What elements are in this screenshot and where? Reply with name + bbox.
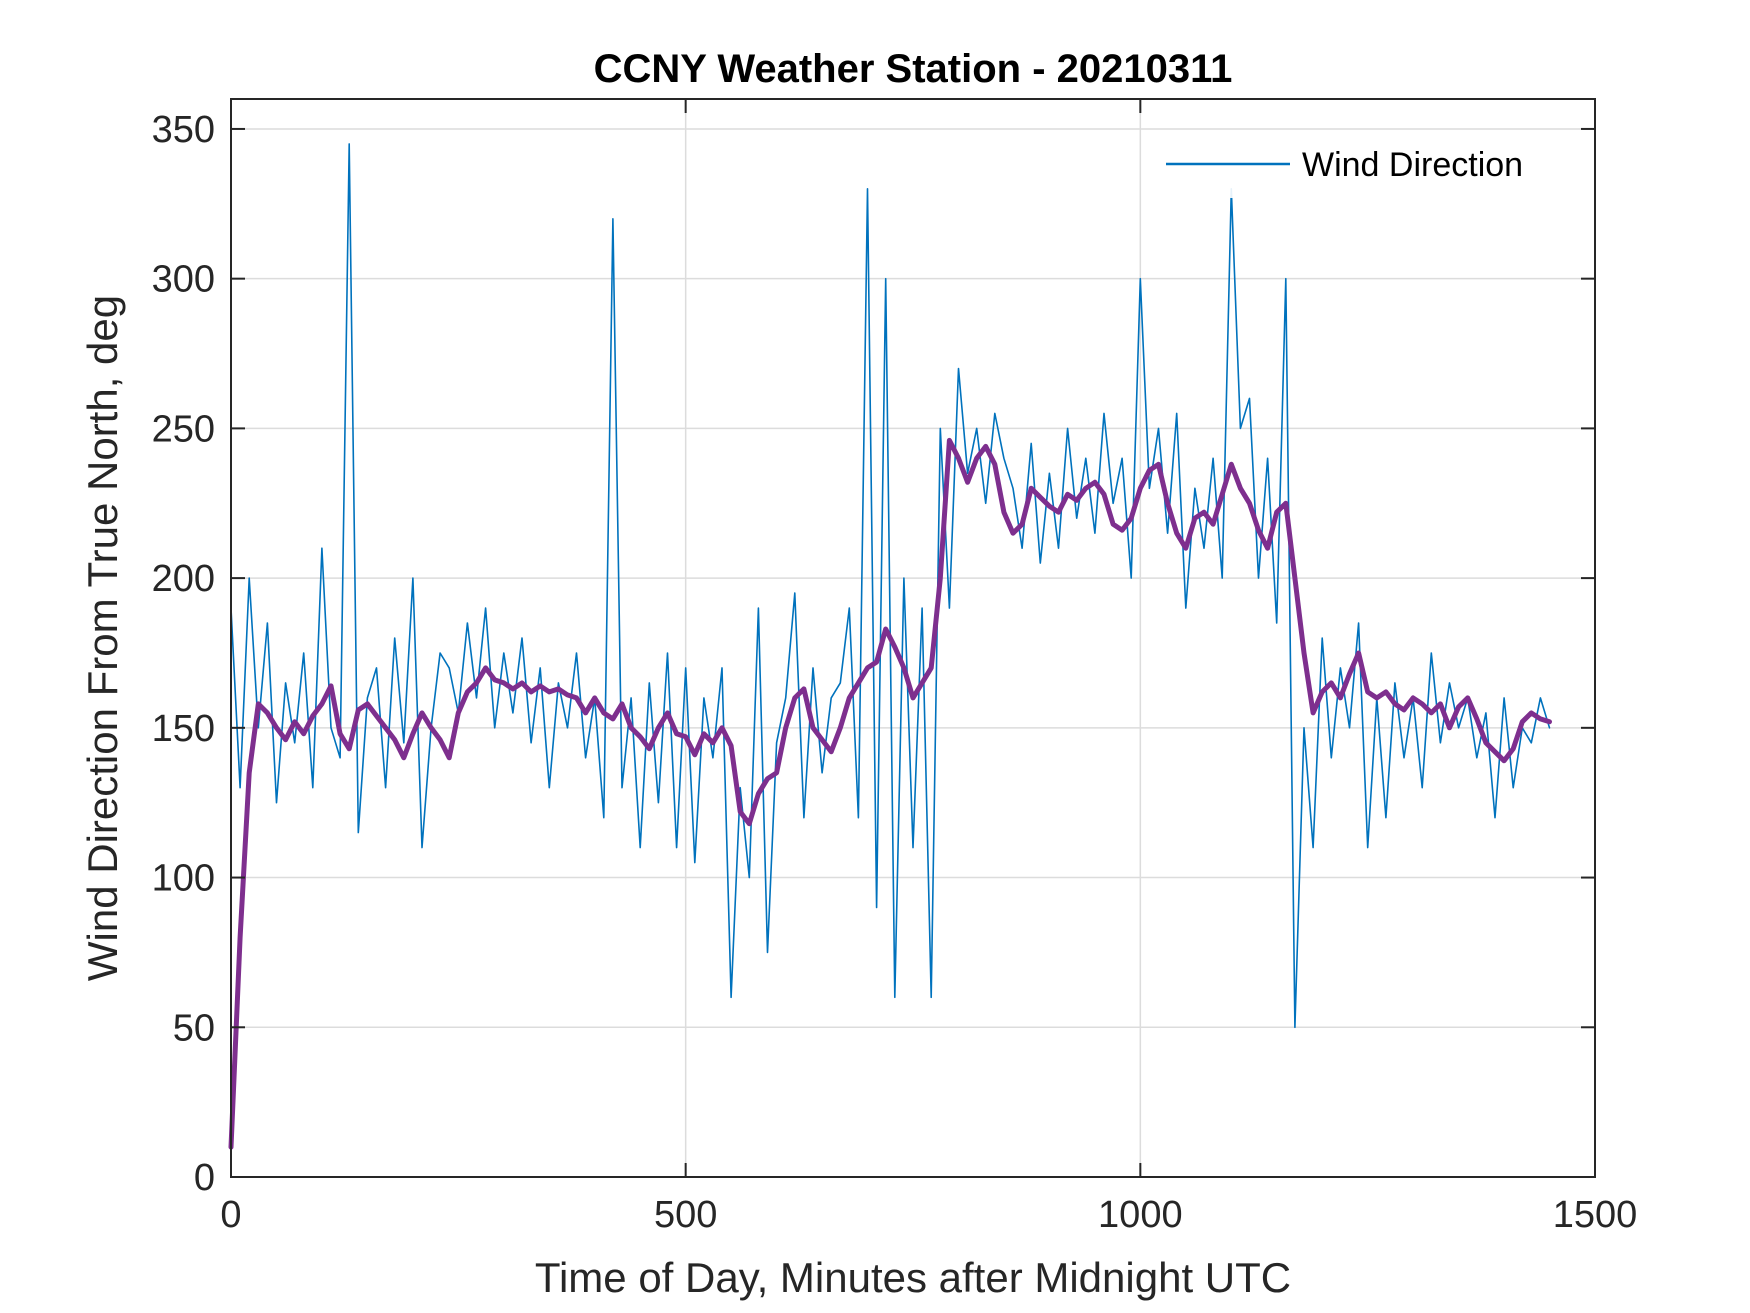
legend-label-wind-direction: Wind Direction — [1302, 146, 1523, 184]
x-axis-label: Time of Day, Minutes after Midnight UTC — [535, 1254, 1291, 1301]
chart-title: CCNY Weather Station - 20210311 — [594, 47, 1233, 91]
tick-labels: 0 500 1000 1500 0 50 100 150 200 250 300 350 — [152, 109, 1638, 1236]
plot-area — [231, 99, 1595, 1177]
x-tick-label: 1000 — [1098, 1194, 1183, 1236]
x-tick-label: 500 — [654, 1194, 717, 1236]
y-tick-label: 200 — [152, 558, 215, 600]
x-tick-label: 1500 — [1553, 1194, 1638, 1236]
series-layer — [228, 143, 1552, 1150]
tick-marks — [230, 99, 1596, 1178]
x-tick-label: 0 — [220, 1194, 241, 1236]
y-tick-label: 350 — [152, 109, 215, 151]
plot-frame — [230, 98, 1596, 1178]
y-tick-label: 50 — [173, 1007, 215, 1049]
y-tick-label: 0 — [194, 1157, 215, 1199]
y-tick-label: 100 — [152, 858, 215, 900]
smoothed-series-line — [228, 437, 1552, 1150]
y-tick-label: 250 — [152, 408, 215, 450]
y-tick-label: 150 — [152, 708, 215, 750]
y-axis-label: Wind Direction From True North, deg — [79, 295, 126, 981]
legend: Wind Direction — [1145, 130, 1565, 198]
y-tick-label: 300 — [152, 259, 215, 301]
